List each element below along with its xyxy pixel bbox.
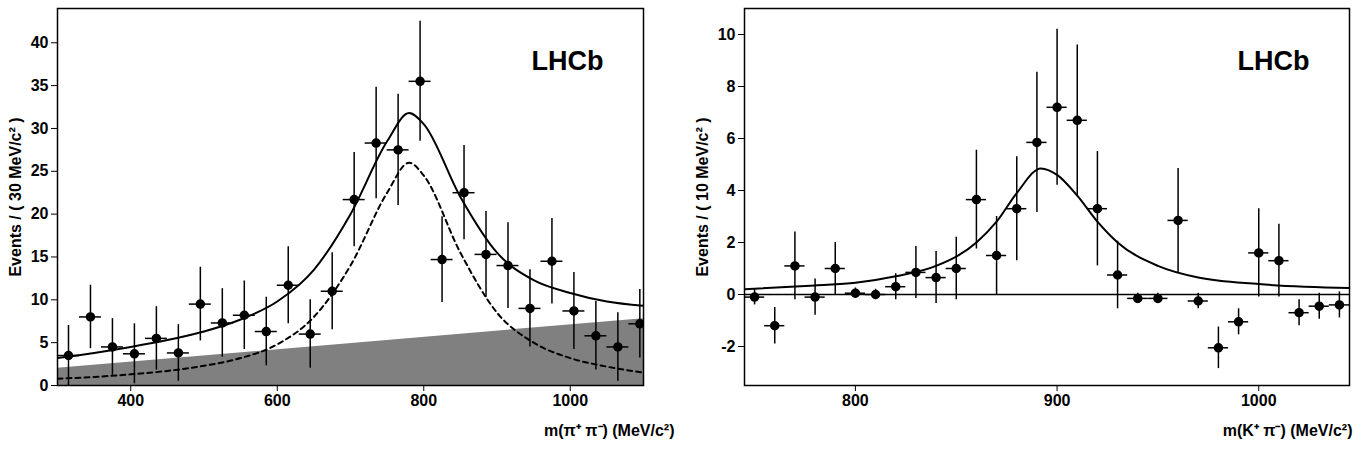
svg-text:0: 0 xyxy=(727,286,736,303)
svg-text:15: 15 xyxy=(31,248,49,265)
svg-text:LHCb: LHCb xyxy=(532,46,604,76)
svg-text:10: 10 xyxy=(718,26,736,43)
svg-text:6: 6 xyxy=(727,130,736,147)
svg-text:2: 2 xyxy=(727,234,736,251)
svg-text:Events / ( 30 MeV/c² ): Events / ( 30 MeV/c² ) xyxy=(7,117,24,276)
svg-text:40: 40 xyxy=(31,34,49,51)
svg-text:-2: -2 xyxy=(721,338,735,355)
svg-text:800: 800 xyxy=(842,392,869,409)
svg-text:35: 35 xyxy=(31,77,49,94)
svg-text:5: 5 xyxy=(40,334,49,351)
svg-text:400: 400 xyxy=(117,392,144,409)
svg-text:4: 4 xyxy=(727,182,736,199)
svg-text:600: 600 xyxy=(264,392,291,409)
svg-text:m(K⁺ π⁻) (MeV/c²): m(K⁺ π⁻) (MeV/c²) xyxy=(1223,422,1353,439)
svg-text:Events / ( 10 MeV/c² ): Events / ( 10 MeV/c² ) xyxy=(694,117,711,276)
svg-text:30: 30 xyxy=(31,120,49,137)
svg-text:25: 25 xyxy=(31,162,49,179)
svg-text:1000: 1000 xyxy=(552,392,588,409)
svg-text:900: 900 xyxy=(1044,392,1071,409)
svg-text:0: 0 xyxy=(40,377,49,394)
svg-text:8: 8 xyxy=(727,78,736,95)
svg-text:m(π⁺ π⁻) (MeV/c²): m(π⁺ π⁻) (MeV/c²) xyxy=(544,422,675,439)
svg-text:10: 10 xyxy=(31,291,49,308)
svg-text:1000: 1000 xyxy=(1241,392,1277,409)
svg-text:20: 20 xyxy=(31,205,49,222)
svg-text:LHCb: LHCb xyxy=(1238,46,1310,76)
svg-text:800: 800 xyxy=(410,392,437,409)
